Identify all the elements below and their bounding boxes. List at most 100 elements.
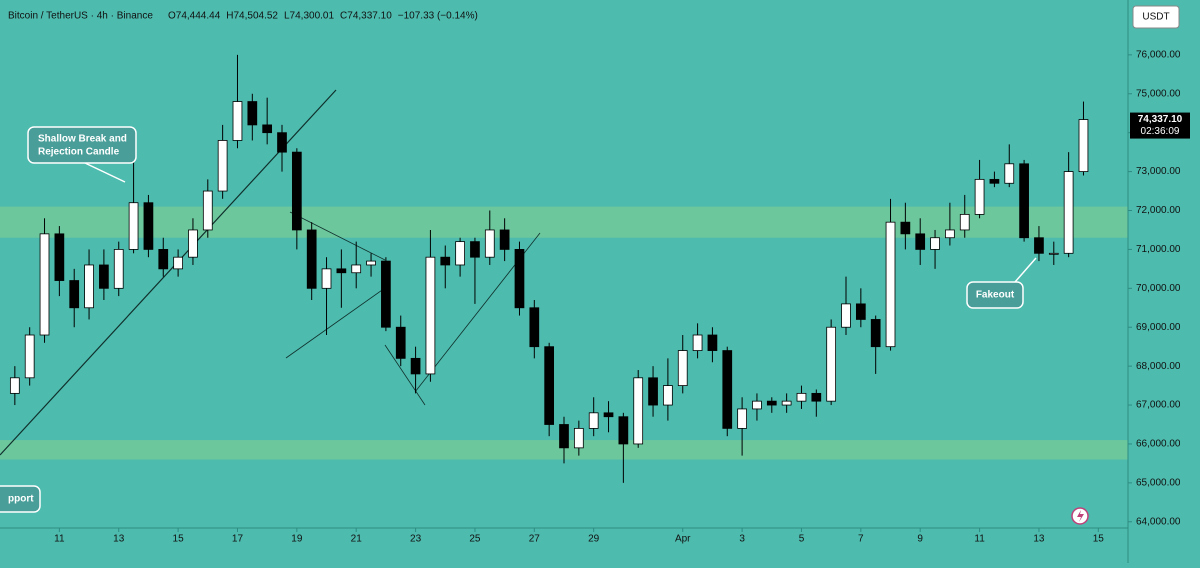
candle-body	[202, 190, 213, 231]
ohlc-label: H74,504.52	[226, 11, 278, 22]
candle-body	[9, 377, 20, 394]
candle-body	[277, 132, 287, 153]
chart-title: Bitcoin / TetherUS · 4h · Binance	[8, 11, 153, 22]
annotation: Fakeout	[976, 290, 1015, 301]
candle-body	[663, 385, 673, 406]
x-tick-label: 13	[1033, 534, 1045, 545]
y-tick-label: 73,000.00	[1136, 166, 1181, 177]
ohlc-label: C74,337.10	[340, 11, 392, 22]
candle-body	[381, 260, 391, 328]
ohlc-label: L74,300.01	[284, 11, 334, 22]
candle-body	[737, 408, 747, 429]
candle-body	[158, 249, 169, 270]
candle-body	[1019, 163, 1029, 239]
y-tick-label: 67,000.00	[1136, 400, 1181, 411]
candle-body	[54, 233, 65, 281]
callout	[1014, 257, 1037, 283]
trendline	[285, 287, 386, 359]
candle-body	[707, 334, 718, 351]
candle-body	[84, 264, 94, 309]
candle-body	[855, 303, 866, 320]
annotation-box	[27, 126, 137, 164]
x-tick-label: 23	[410, 534, 422, 545]
candle-body	[781, 400, 792, 406]
x-tick-label: 9	[917, 534, 923, 545]
candle-body	[128, 202, 139, 250]
x-tick-label: 19	[291, 534, 303, 545]
candle-body	[39, 233, 50, 336]
x-tick-label: 29	[588, 534, 600, 545]
candle-body	[1063, 171, 1074, 254]
candle-body	[366, 260, 376, 266]
currency-label[interactable]: USDT	[1142, 12, 1169, 23]
countdown: 02:36:09	[1141, 126, 1180, 137]
x-tick-label: 27	[529, 534, 541, 545]
candle-body	[529, 307, 540, 348]
candle-body	[588, 412, 599, 429]
candle-body	[499, 229, 510, 250]
candle-body	[336, 268, 347, 274]
x-tick-label: 3	[739, 534, 745, 545]
annotation-box	[966, 281, 1024, 309]
candle-body	[811, 392, 822, 402]
y-tick-label: 68,000.00	[1136, 361, 1181, 372]
y-tick-label: 71,000.00	[1136, 244, 1181, 255]
annotation: Shallow Break and	[38, 134, 127, 145]
x-tick-label: 25	[469, 534, 481, 545]
candle-body	[514, 249, 525, 309]
zone	[0, 206, 1128, 238]
y-tick-label: 66,000.00	[1136, 439, 1181, 450]
candle-body	[915, 233, 926, 250]
x-tick-label: 7	[858, 534, 864, 545]
candle-body	[930, 237, 940, 250]
candle-body	[470, 241, 480, 258]
x-tick-label: Apr	[675, 534, 691, 545]
candle-body	[752, 400, 762, 410]
trendline	[384, 344, 426, 406]
candle-body	[455, 241, 465, 266]
y-tick-label: 75,000.00	[1136, 88, 1181, 99]
candle-body	[796, 392, 807, 402]
ohlc-label: −107.33 (−0.14%)	[398, 11, 478, 22]
candle-body	[722, 350, 733, 429]
candle-body	[321, 268, 332, 289]
price-tag-label: 74,337.10	[1138, 114, 1183, 125]
annotation-box	[0, 485, 41, 513]
candle-body	[232, 101, 243, 141]
candle-body	[573, 427, 584, 449]
candle-body	[633, 377, 644, 445]
candle-body	[826, 326, 837, 402]
candle-body	[188, 229, 198, 258]
candle-body	[559, 424, 569, 449]
callout	[84, 162, 126, 183]
x-tick-label: 15	[173, 534, 185, 545]
candle-body	[885, 221, 896, 348]
x-tick-label: 11	[54, 534, 65, 545]
candle-body	[945, 229, 955, 239]
candle-body	[603, 412, 614, 418]
candle-body	[143, 202, 154, 250]
candle-body	[648, 377, 658, 406]
candle-body	[1078, 119, 1089, 172]
x-tick-label: 15	[1093, 534, 1105, 545]
candle-body	[306, 229, 317, 289]
candle-body	[113, 249, 124, 289]
price-tag	[1130, 112, 1190, 139]
candle-body	[69, 280, 80, 309]
candle-body	[677, 350, 688, 386]
candle-body	[1004, 163, 1015, 184]
y-tick-label: 70,000.00	[1136, 283, 1181, 294]
candle-body	[217, 140, 228, 192]
x-tick-label: 11	[974, 534, 985, 545]
icon[interactable]	[1077, 510, 1084, 522]
candle-body	[1034, 237, 1044, 254]
currency-box[interactable]	[1132, 5, 1180, 29]
y-tick-label: 64,000.00	[1136, 516, 1181, 527]
x-tick-label: 17	[232, 534, 244, 545]
candle-body	[99, 264, 109, 289]
y-tick-label: 69,000.00	[1136, 322, 1181, 333]
annotation: pport	[8, 494, 34, 505]
